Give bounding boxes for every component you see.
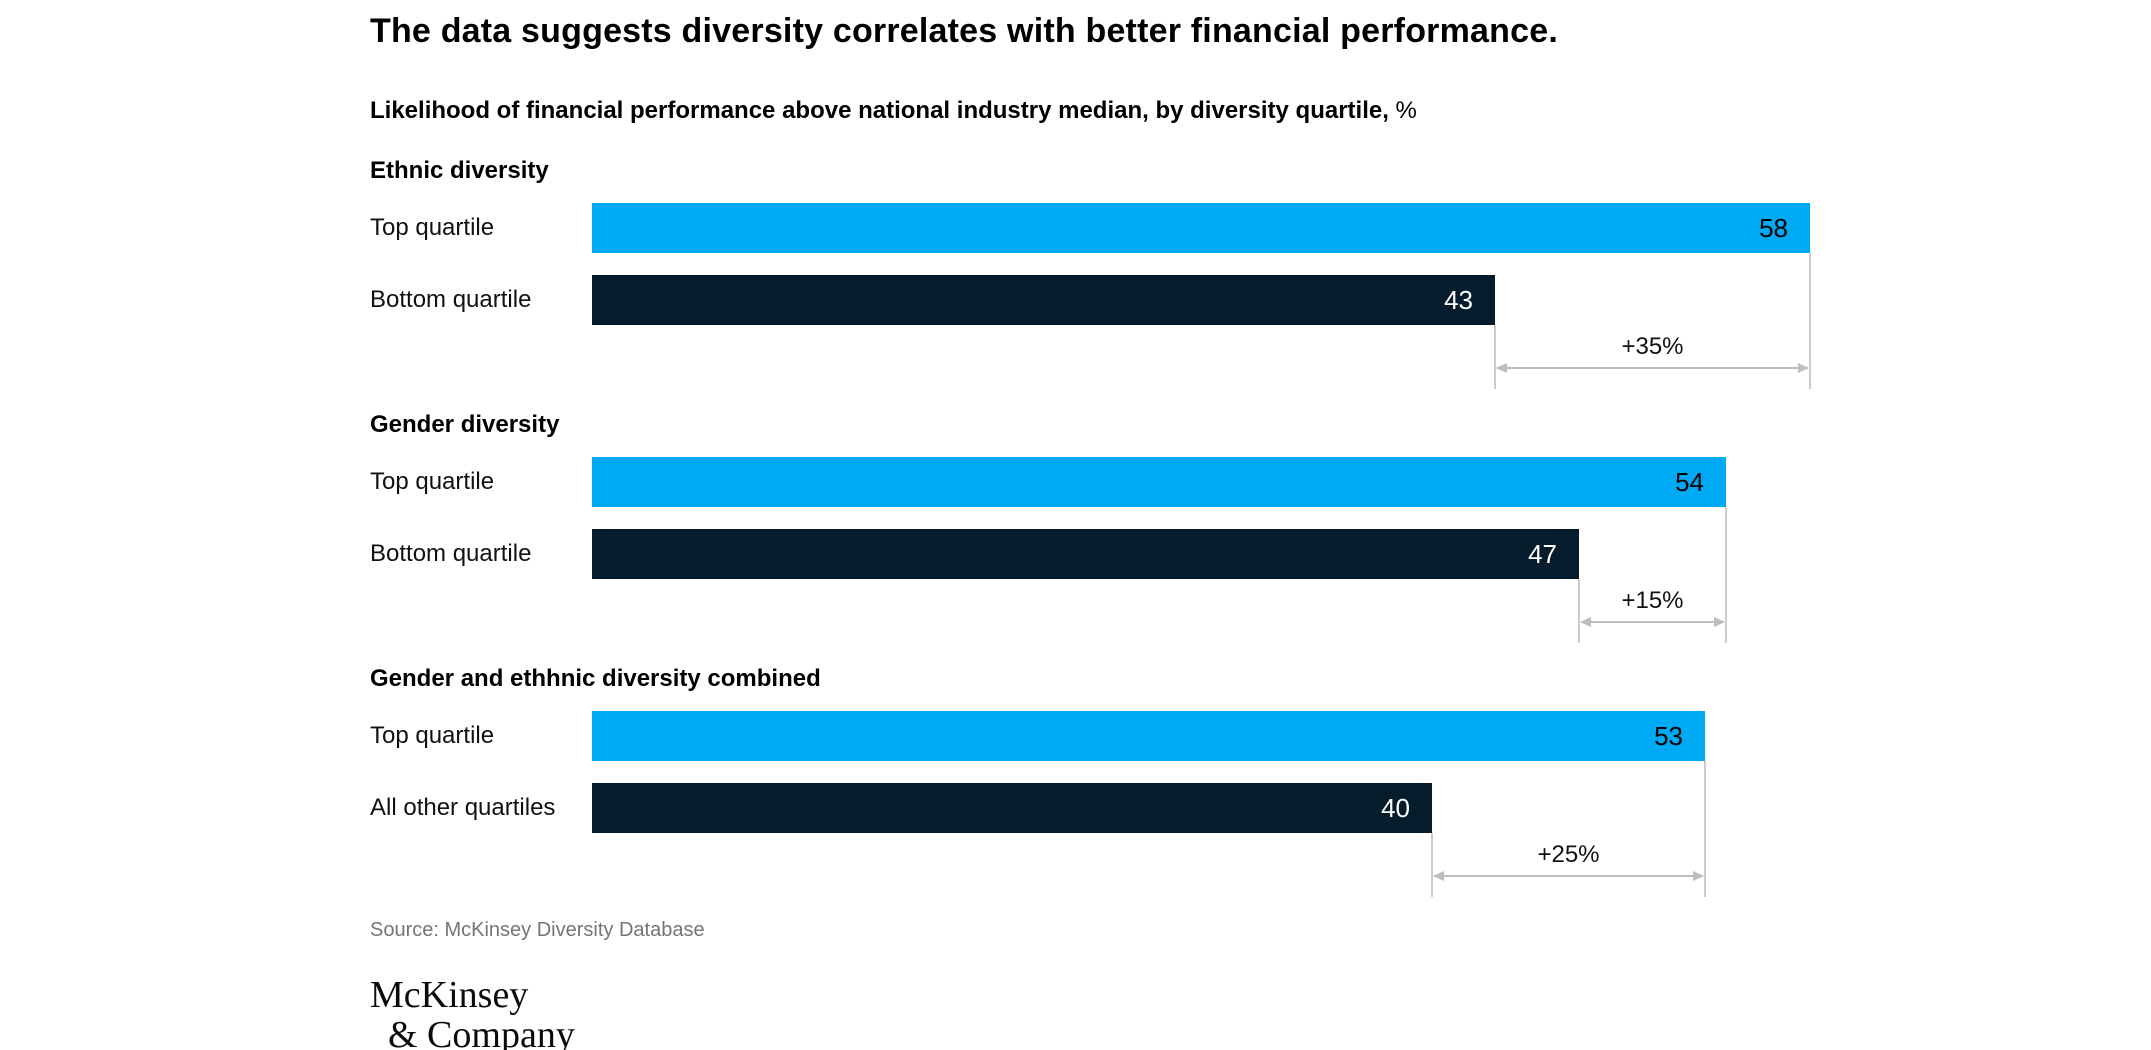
arrow-head-right-icon	[1798, 363, 1809, 373]
bar-bottom-quartile: 43	[592, 275, 1495, 325]
guide-line-long	[1704, 761, 1706, 897]
subtitle-text: Likelihood of financial performance abov…	[370, 97, 1389, 124]
delta-label: +25%	[1537, 841, 1600, 868]
bar-label: Top quartile	[370, 468, 495, 495]
chart-content: The data suggests diversity correlates w…	[370, 12, 2010, 1050]
chart-group: Gender diversity Top quartile 54 Bottom qua…	[370, 411, 2010, 651]
arrow-head-left-icon	[1433, 871, 1444, 881]
bar-top-quartile: 53	[592, 711, 1705, 761]
bar-value: 43	[1444, 284, 1473, 315]
arrow-head-right-icon	[1714, 617, 1725, 627]
bar-label: All other quartiles	[370, 794, 556, 821]
bar-label: Top quartile	[370, 722, 495, 749]
arrow-head-left-icon	[1580, 617, 1591, 627]
bar-row: Top quartile 58	[370, 203, 2010, 253]
logo-line-2: & Company	[388, 1013, 575, 1050]
bar-row: Top quartile 53	[370, 711, 2010, 761]
chart-subtitle: Likelihood of financial performance abov…	[370, 97, 2010, 125]
delta-annotation-area	[370, 579, 2010, 651]
source-note: Source: McKinsey Diversity Database	[370, 919, 705, 941]
group-heading: Gender and ethhnic diversity combined	[370, 665, 821, 692]
delta-label: +35%	[1621, 333, 1684, 360]
bar-value: 53	[1654, 720, 1683, 751]
arrow-head-left-icon	[1496, 363, 1507, 373]
bar-value: 54	[1675, 466, 1704, 497]
subtitle-unit: %	[1388, 97, 1417, 124]
guide-line-long	[1725, 507, 1727, 643]
guide-line-short	[1494, 325, 1496, 389]
bar-row: Bottom quartile 43	[370, 275, 2010, 325]
bar-bottom-quartile: 40	[592, 783, 1432, 833]
bar-label: Bottom quartile	[370, 286, 532, 313]
group-heading: Ethnic diversity	[370, 157, 549, 184]
delta-arrow	[1496, 363, 1809, 373]
logo-line-1: McKinsey	[370, 974, 529, 1016]
guide-line-short	[1578, 579, 1580, 643]
bar-label: Top quartile	[370, 214, 495, 241]
bar-value: 58	[1759, 212, 1788, 243]
delta-annotation-area	[370, 833, 2010, 905]
chart-title: The data suggests diversity correlates w…	[370, 12, 1558, 50]
chart-group: Gender and ethhnic diversity combined Top…	[370, 665, 2010, 905]
group-heading: Gender diversity	[370, 411, 560, 438]
guide-line-short	[1431, 833, 1433, 897]
bar-value: 40	[1381, 792, 1410, 823]
delta-label: +15%	[1621, 587, 1684, 614]
delta-arrow	[1433, 871, 1704, 881]
bar-bottom-quartile: 47	[592, 529, 1579, 579]
bar-row: Top quartile 54	[370, 457, 2010, 507]
chart-group: Ethnic diversity Top quartile 58 Bottom qua…	[370, 157, 2010, 397]
bar-row: Bottom quartile 47	[370, 529, 2010, 579]
arrow-head-right-icon	[1693, 871, 1704, 881]
bar-row: All other quartiles 40	[370, 783, 2010, 833]
bar-top-quartile: 54	[592, 457, 1726, 507]
bar-top-quartile: 58	[592, 203, 1810, 253]
delta-arrow	[1580, 617, 1725, 627]
chart-groups: Ethnic diversity Top quartile 58 Bottom qua…	[370, 157, 2010, 905]
bar-label: Bottom quartile	[370, 540, 532, 567]
guide-line-long	[1809, 253, 1811, 389]
mckinsey-logo: McKinsey & Company	[370, 974, 2010, 1050]
bar-value: 47	[1528, 538, 1557, 569]
